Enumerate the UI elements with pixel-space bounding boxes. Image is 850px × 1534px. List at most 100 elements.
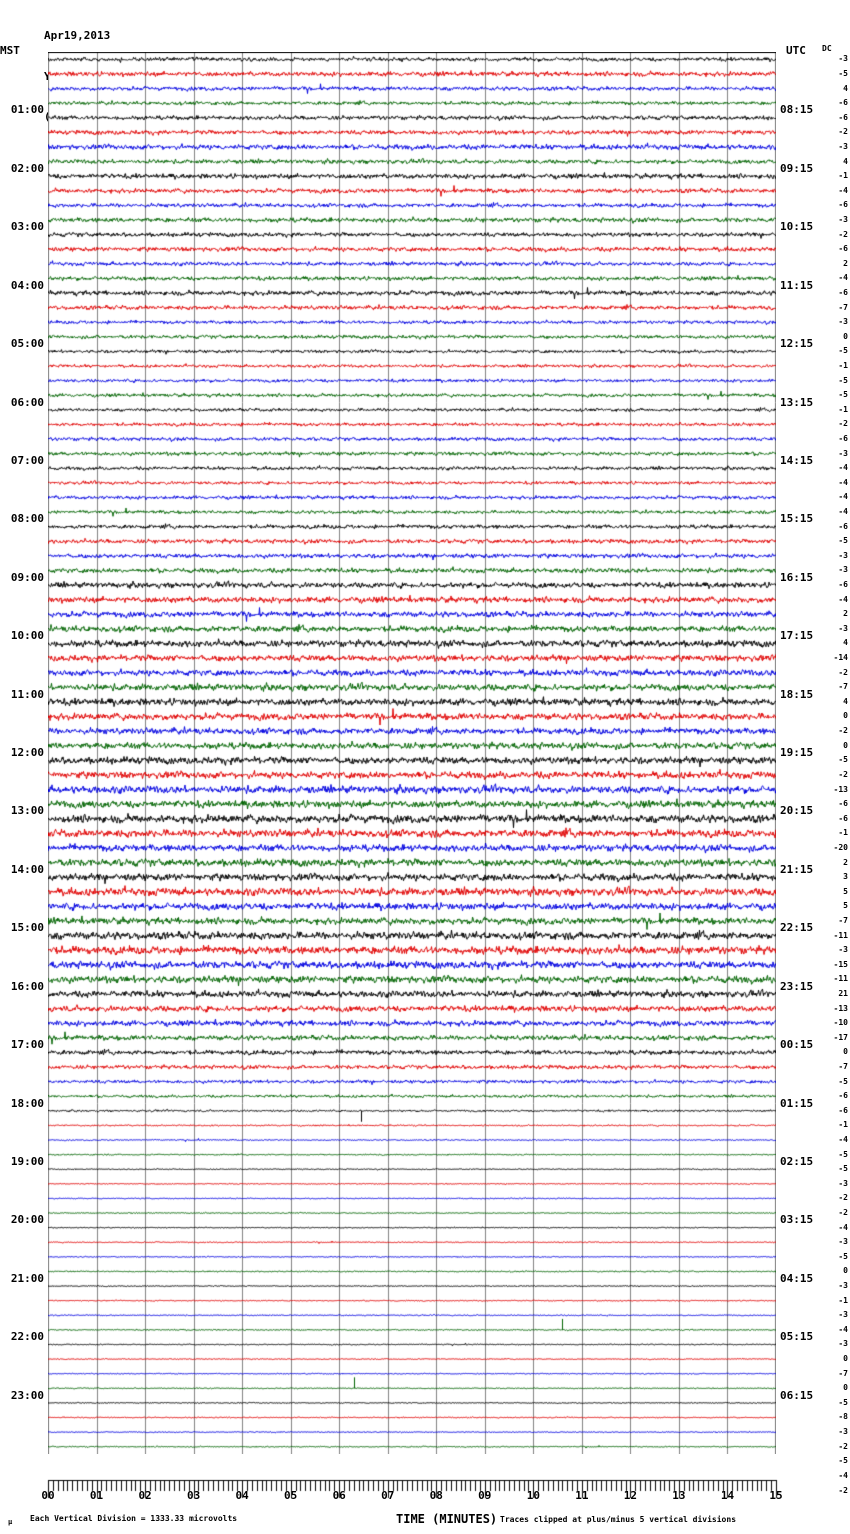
mst-time-label: 07:00 (10, 453, 44, 467)
dc-offset-value: -4 (838, 477, 848, 487)
dc-offset-value: -2 (838, 667, 848, 677)
x-tick-label: 00 (41, 1489, 55, 1502)
dc-offset-value: -1 (838, 171, 848, 181)
utc-time-label: 14:15 (780, 453, 814, 467)
dc-offset-value: -2 (838, 1208, 848, 1218)
utc-time-label: 01:15 (780, 1096, 814, 1110)
dc-offset-value: -5 (838, 346, 848, 356)
dc-offset-value: -6 (838, 1091, 848, 1101)
dc-offset-value: 0 (843, 740, 848, 750)
x-tick-label: 07 (381, 1489, 395, 1502)
mst-time-label: 02:00 (10, 161, 44, 175)
utc-time-label: 22:15 (780, 921, 814, 935)
utc-time-label: 08:15 (780, 103, 814, 117)
dc-offset-value: -7 (838, 682, 848, 692)
dc-offset-value: 4 (843, 83, 848, 93)
dc-offset-value: -1 (838, 1120, 848, 1130)
mst-time-label: 13:00 (10, 804, 44, 818)
dc-offset-value: -4 (838, 1222, 848, 1232)
dc-offset-value: 0 (843, 1383, 848, 1393)
mst-time-label: 21:00 (10, 1271, 44, 1285)
mst-time-label: 01:00 (10, 103, 44, 117)
dc-offset-value: -6 (838, 799, 848, 809)
dc-offset-value: -4 (838, 594, 848, 604)
dc-offset-value: 0 (843, 1266, 848, 1276)
dc-offset-value: -3 (838, 550, 848, 560)
mst-time-label: 10:00 (10, 629, 44, 643)
x-axis-ruler (0, 1454, 850, 1534)
dc-offset-value: -3 (838, 1427, 848, 1437)
dc-offset-value: 2 (843, 857, 848, 867)
dc-offset-value: -2 (838, 769, 848, 779)
x-axis-title: TIME (MINUTES) (396, 1512, 498, 1526)
dc-offset-value: -3 (838, 317, 848, 327)
mst-time-label: 09:00 (10, 570, 44, 584)
mst-time-label: 17:00 (10, 1038, 44, 1052)
utc-time-label: 17:15 (780, 629, 814, 643)
dc-offset-value: -2 (838, 1193, 848, 1203)
x-tick-label: 08 (429, 1489, 443, 1502)
mst-time-label: 11:00 (10, 687, 44, 701)
dc-offset-value: 21 (838, 988, 848, 998)
scale-note: Each Vertical Division = 1333.33 microvo… (30, 1514, 238, 1523)
mst-time-label: 18:00 (10, 1096, 44, 1110)
utc-time-label: 06:15 (780, 1388, 814, 1402)
x-tick-label: 13 (672, 1489, 686, 1502)
dc-offset-value: 0 (843, 1354, 848, 1364)
dc-offset-value: -6 (838, 244, 848, 254)
mst-time-label: 06:00 (10, 395, 44, 409)
mst-time-label: 23:00 (10, 1388, 44, 1402)
dc-offset-value: -6 (838, 112, 848, 122)
x-tick-label: 15 (769, 1489, 783, 1502)
dc-offset-value: -6 (838, 813, 848, 823)
mst-time-label: 22:00 (10, 1330, 44, 1344)
utc-time-label: 21:15 (780, 862, 814, 876)
dc-offset-value: 0 (843, 331, 848, 341)
dc-offset-value: 4 (843, 696, 848, 706)
left-axis-label: MST (0, 44, 20, 57)
dc-offset-value: -2 (838, 726, 848, 736)
dc-offset-value: -7 (838, 1368, 848, 1378)
dc-offset-value: -3 (838, 623, 848, 633)
dc-offset-value: 4 (843, 638, 848, 648)
dc-offset-value: -3 (838, 214, 848, 224)
dc-column-header: DC (822, 44, 832, 53)
dc-offset-value: -6 (838, 287, 848, 297)
dc-offset-value: -3 (838, 54, 848, 64)
dc-offset-value: -3 (838, 1339, 848, 1349)
dc-offset-value: -7 (838, 915, 848, 925)
utc-time-label: 20:15 (780, 804, 814, 818)
dc-offset-value: -3 (838, 141, 848, 151)
dc-offset-value: -7 (838, 302, 848, 312)
dc-offset-value: -1 (838, 360, 848, 370)
dc-offset-value: -10 (833, 1018, 848, 1028)
dc-offset-value: 5 (843, 901, 848, 911)
utc-time-label: 13:15 (780, 395, 814, 409)
x-tick-label: 11 (575, 1489, 589, 1502)
dc-offset-value: -5 (838, 68, 848, 78)
dc-offset-value: -2 (838, 1441, 848, 1451)
x-tick-label: 03 (186, 1489, 201, 1502)
dc-offset-value: -14 (833, 653, 848, 663)
utc-time-label: 03:15 (780, 1213, 814, 1227)
right-axis-label: UTC (786, 44, 806, 57)
utc-time-label: 10:15 (780, 220, 814, 234)
dc-offset-value: -11 (833, 974, 848, 984)
dc-offset-value: -11 (833, 930, 848, 940)
mst-time-label: 15:00 (10, 921, 44, 935)
dc-offset-value: -6 (838, 98, 848, 108)
dc-offset-value: -1 (838, 1295, 848, 1305)
utc-time-label: 09:15 (780, 161, 814, 175)
dc-offset-value: -5 (838, 375, 848, 385)
mst-time-label: 12:00 (10, 746, 44, 759)
mst-time-label: 05:00 (10, 337, 44, 351)
dc-offset-value: 5 (843, 886, 848, 896)
utc-time-label: 05:15 (780, 1330, 814, 1344)
dc-offset-value: -4 (838, 185, 848, 195)
dc-offset-value: 2 (843, 258, 848, 268)
dc-offset-value: -6 (838, 434, 848, 443)
dc-offset-value: -3 (838, 565, 848, 575)
x-tick-label: 09 (478, 1489, 492, 1502)
dc-offset-value: -5 (838, 1397, 848, 1407)
utc-time-label: 11:15 (780, 278, 814, 292)
